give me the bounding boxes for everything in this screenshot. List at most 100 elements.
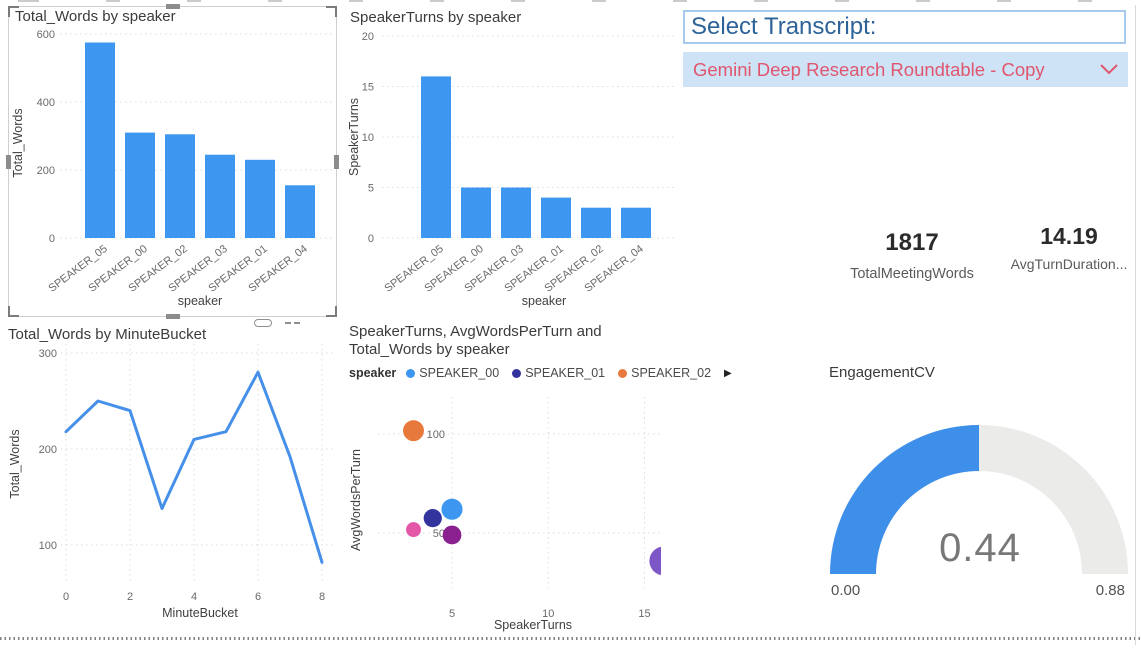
page-top-boundary: [0, 0, 1141, 2]
visual-total-words-by-minutebucket[interactable]: Total_Words by MinuteBucket 0 2 4 6 8 100 200 3…: [5, 324, 341, 634]
resize-handle-right[interactable]: [334, 154, 339, 169]
line-chart-minutebucket: 0 2 4 6 8 100 200 300 MinuteBucket Total_Words: [8, 344, 335, 620]
svg-text:20: 20: [362, 31, 374, 43]
bar-chart-speaker-turns: 05101520SPEAKER_05SPEAKER_00SPEAKER_03SP…: [348, 31, 674, 308]
legend-items: SPEAKER_00 SPEAKER_01 SPEAKER_02: [406, 366, 724, 380]
bubble-SPEAKER_00[interactable]: [441, 498, 463, 520]
card-total-meeting-words-label: TotalMeetingWords: [850, 266, 974, 282]
legend-label: SPEAKER_00: [419, 366, 500, 380]
svg-text:Total_Words: Total_Words: [11, 108, 25, 177]
svg-text:100: 100: [39, 540, 57, 552]
bubble-SPEAKER_01[interactable]: [423, 509, 442, 528]
svg-text:10: 10: [542, 608, 554, 620]
bubble-SPEAKER_02[interactable]: [403, 420, 424, 442]
svg-text:200: 200: [39, 444, 57, 456]
selection-corner-top-left[interactable]: [8, 6, 19, 17]
svg-text:SpeakerTurns: SpeakerTurns: [348, 98, 361, 176]
chevron-down-icon[interactable]: [1100, 64, 1118, 75]
focus-mode-icon[interactable]: [254, 319, 272, 327]
bar-SPEAKER_03[interactable]: [501, 187, 531, 239]
resize-handle-bottom[interactable]: [165, 314, 180, 319]
bar-SPEAKER_01[interactable]: [245, 159, 275, 238]
svg-text:6: 6: [255, 591, 261, 603]
legend-label: SPEAKER_01: [525, 366, 606, 380]
svg-text:5: 5: [368, 183, 374, 195]
bar-SPEAKER_05[interactable]: [421, 76, 451, 239]
gauge-chart: [830, 425, 1128, 574]
svg-text:AvgWordsPerTurn: AvgWordsPerTurn: [349, 449, 363, 551]
legend-scroll-right-icon[interactable]: ▶: [724, 367, 732, 379]
bar-SPEAKER_05[interactable]: [85, 42, 115, 239]
legend-label: SPEAKER_02: [631, 366, 712, 380]
gauge-value: 0.44: [939, 526, 1021, 570]
bar-chart-total-words: 0200400600SPEAKER_05SPEAKER_00SPEAKER_02…: [11, 29, 332, 308]
scatter-legend: speaker SPEAKER_00 SPEAKER_01 SPEAKER_02 ▶: [349, 366, 732, 380]
bar-SPEAKER_01[interactable]: [541, 197, 571, 238]
bubble-SPEAKER_04[interactable]: [406, 522, 421, 538]
visual-speaker-turns-by-speaker[interactable]: SpeakerTurns by speaker 0 5 10 15 20 SPEAKER_…: [348, 5, 681, 313]
svg-text:10: 10: [362, 132, 374, 144]
bar-SPEAKER_02[interactable]: [581, 207, 611, 238]
card-avg-turn-duration-value: 14.19: [1040, 223, 1098, 249]
bar-SPEAKER_02[interactable]: [165, 134, 195, 238]
selection-corner-top-right[interactable]: [326, 6, 337, 17]
svg-text:200: 200: [37, 165, 55, 177]
svg-text:2: 2: [127, 591, 133, 603]
visual-scatter-speaker[interactable]: SpeakerTurns, AvgWordsPerTurn and Total_…: [348, 322, 732, 638]
bar-SPEAKER_03[interactable]: [205, 154, 235, 238]
bar-SPEAKER_04[interactable]: [621, 207, 651, 238]
svg-text:0: 0: [49, 233, 55, 245]
dropdown-selected-value: Gemini Deep Research Roundtable - Copy: [693, 58, 1045, 80]
svg-text:400: 400: [37, 97, 55, 109]
legend-dot-SPEAKER_00: [406, 368, 416, 378]
card-avg-turn-duration-label: AvgTurnDuration...: [1010, 256, 1128, 272]
more-options-icon[interactable]: [285, 322, 300, 324]
svg-text:4: 4: [191, 591, 197, 603]
svg-text:speaker: speaker: [522, 294, 566, 308]
legend-item-SPEAKER_00[interactable]: SPEAKER_00: [406, 366, 499, 380]
svg-text:15: 15: [362, 82, 374, 94]
svg-text:SpeakerTurns: SpeakerTurns: [494, 618, 572, 632]
gauge-min-label: 0.00: [831, 582, 861, 599]
page-bottom-boundary: [0, 637, 1141, 640]
transcript-dropdown[interactable]: Gemini Deep Research Roundtable - Copy: [683, 52, 1128, 87]
svg-text:speaker: speaker: [178, 294, 222, 308]
visual-engagement-cv-gauge[interactable]: EngagementCV 0.44 0.00 0.88: [827, 352, 1133, 620]
bubble-SPEAKER_05[interactable]: [649, 546, 678, 576]
legend-title: speaker: [349, 366, 397, 380]
bar-SPEAKER_04[interactable]: [285, 185, 315, 238]
svg-text:0: 0: [368, 233, 374, 245]
svg-text:300: 300: [39, 348, 57, 360]
svg-text:100: 100: [427, 429, 445, 441]
selection-corner-bottom-right[interactable]: [326, 306, 337, 317]
chart-title: EngagementCV: [829, 364, 935, 381]
legend-item-SPEAKER_02[interactable]: SPEAKER_02: [618, 366, 711, 380]
gauge-max-label: 0.88: [1095, 582, 1125, 599]
chart-title: Total_Words by speaker: [15, 8, 176, 25]
line-series-total-words[interactable]: [64, 370, 324, 564]
resize-handle-left[interactable]: [6, 154, 11, 169]
legend-item-SPEAKER_01[interactable]: SPEAKER_01: [512, 366, 605, 380]
chart-title: SpeakerTurns, AvgWordsPerTurn and Total_…: [349, 323, 602, 358]
svg-text:5: 5: [449, 608, 455, 620]
gauge-fill-arc[interactable]: [830, 425, 979, 574]
svg-text:MinuteBucket: MinuteBucket: [162, 606, 238, 620]
svg-text:Total_Words: Total_Words: [8, 429, 22, 498]
visual-total-words-by-speaker[interactable]: Total_Words by speaker 0 200 400 600 SPEAKER…: [8, 5, 338, 317]
svg-text:0: 0: [63, 591, 69, 603]
resize-handle-top[interactable]: [165, 4, 180, 9]
legend-dot-SPEAKER_02: [618, 368, 628, 378]
svg-text:50: 50: [433, 528, 445, 540]
svg-text:15: 15: [638, 608, 650, 620]
svg-text:8: 8: [319, 591, 325, 603]
bar-SPEAKER_00[interactable]: [125, 132, 155, 238]
card-total-meeting-words-value: 1817: [885, 229, 939, 256]
selection-corner-bottom-left[interactable]: [8, 306, 19, 317]
bubble-SPEAKER_03[interactable]: [442, 525, 462, 545]
legend-dot-SPEAKER_01: [512, 368, 522, 378]
bar-SPEAKER_00[interactable]: [461, 187, 491, 239]
chart-title: SpeakerTurns by speaker: [350, 9, 522, 26]
chart-title: Total_Words by MinuteBucket: [8, 326, 207, 343]
canvas-right-edge: [1135, 5, 1136, 645]
